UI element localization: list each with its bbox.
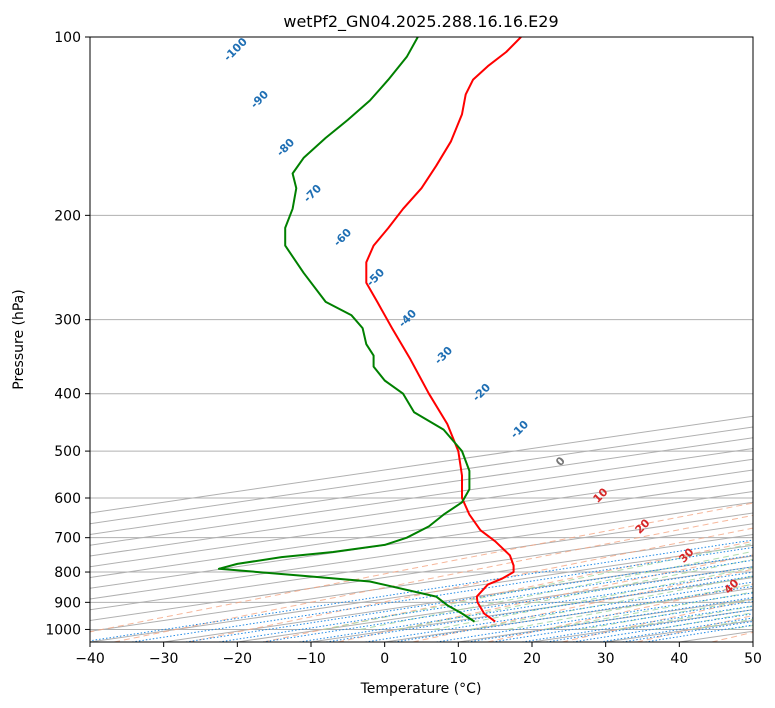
isotherm-line: [90, 533, 753, 632]
mixing-ratio-line: [218, 559, 753, 642]
isotherm-line: [90, 523, 753, 622]
isotherm-line: [90, 501, 753, 600]
isotherm-line: [90, 469, 753, 568]
x-tick-label: 30: [597, 651, 615, 667]
temperature-line: [365, 37, 522, 623]
chart-title: wetPf2_GN04.2025.288.16.16.E29: [283, 12, 558, 32]
y-tick-label: 700: [54, 531, 81, 547]
x-tick-label: 50: [744, 651, 762, 667]
x-tick-label: 40: [670, 651, 688, 667]
y-tick-label: 600: [54, 491, 81, 507]
mixing-ratio-line: [572, 613, 753, 642]
y-axis: 1000 900 800 700 600 500 400 300 200 100: [45, 30, 90, 638]
isotherm-line: [90, 490, 753, 589]
dry-adiabat-line: [114, 514, 753, 642]
x-tick-label: 20: [523, 651, 541, 667]
isotherm-line: [752, 641, 753, 642]
dewpoint-line: [217, 37, 476, 623]
x-axis-title: Temperature (°C): [360, 681, 482, 697]
x-tick-label: −40: [75, 651, 105, 667]
y-tick-label: 300: [54, 313, 81, 329]
isotherm-line: [90, 458, 753, 557]
x-tick-label: 0: [380, 651, 389, 667]
data-series: [217, 37, 522, 623]
plot-frame: [89, 36, 754, 643]
y-tick-label: 500: [54, 444, 81, 460]
mixing-ratio-line: [326, 575, 753, 642]
y-tick-label: 1000: [45, 622, 81, 638]
isotherm-line: [90, 512, 753, 611]
isotherm-line: [90, 480, 753, 578]
y-tick-label: 900: [54, 595, 81, 611]
mixing-ratio-line: [262, 566, 753, 642]
mixing-ratio-line: [599, 617, 753, 642]
dry-adiabat-line: [188, 527, 753, 642]
y-tick-label: 100: [54, 30, 81, 46]
x-axis: −40 −30 −20 −10 0 10 20 30 40 50: [75, 642, 762, 667]
x-tick-label: 10: [449, 651, 467, 667]
x-tick-label: −30: [149, 651, 179, 667]
mixing-ratio-line: [299, 571, 753, 642]
dry-adiabat-line: [412, 568, 753, 642]
y-tick-label: 200: [54, 208, 81, 224]
moist-adiabat-line: [323, 543, 753, 630]
moist-adiabat-line: [765, 24, 775, 630]
y-tick-label: 800: [54, 565, 81, 581]
dry-adiabat-line: [338, 554, 753, 642]
mixing-ratio-line: [546, 609, 753, 642]
y-tick-label: 400: [54, 387, 81, 403]
x-tick-label: −10: [296, 651, 326, 667]
isotherm-line: [90, 447, 753, 546]
plot-background: [90, 37, 753, 642]
y-axis-title: Pressure (hPa): [11, 289, 27, 389]
mixing-ratio-line: [131, 546, 753, 642]
background-lines: [90, 24, 775, 642]
moist-adiabat-line: [507, 583, 753, 630]
x-tick-label: −20: [223, 651, 253, 667]
